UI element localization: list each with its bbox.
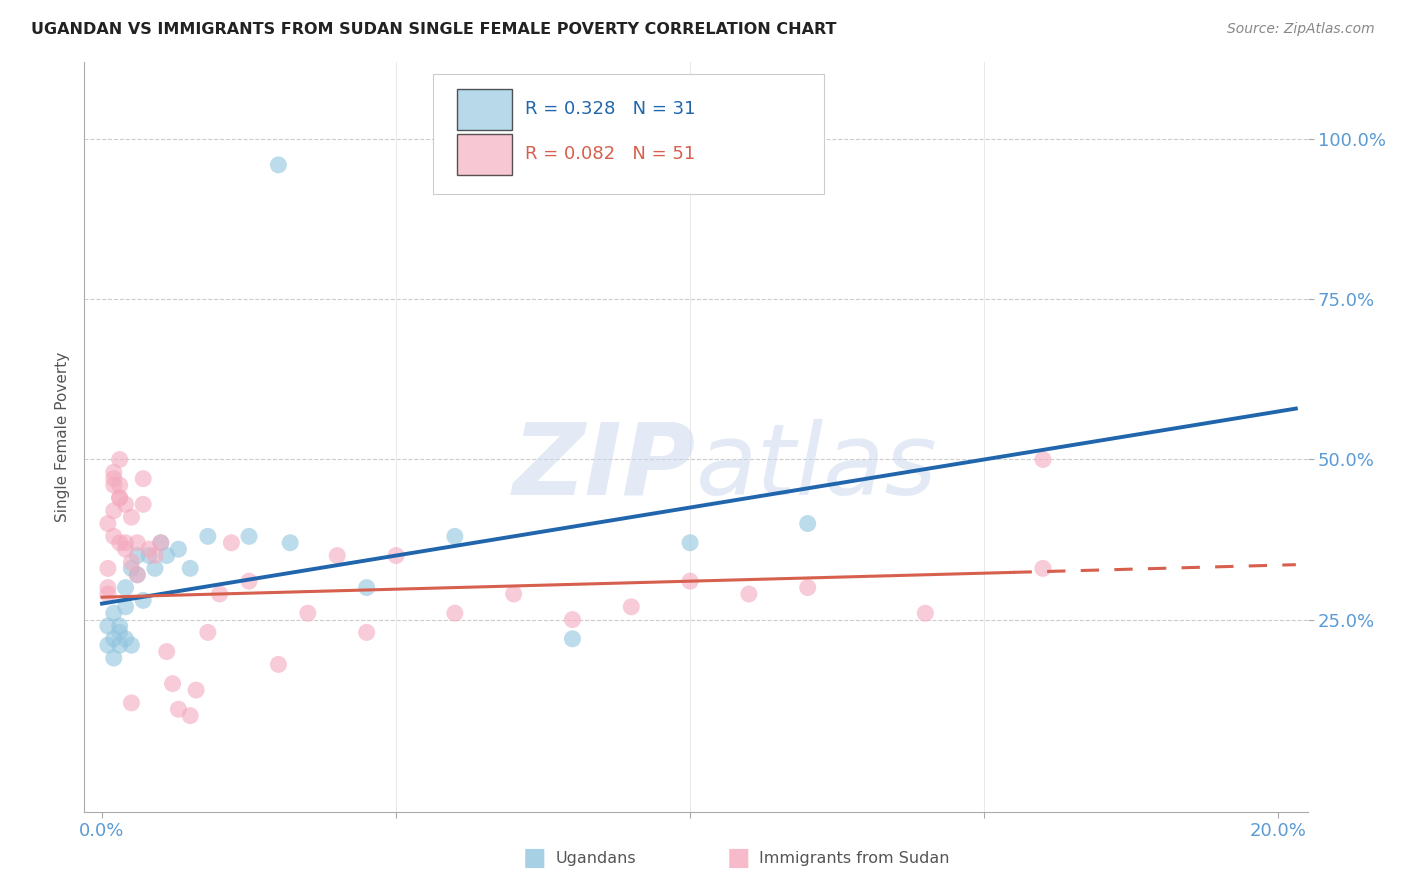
Point — [184, 683, 207, 698]
Point — [138, 542, 160, 557]
Point — [103, 651, 125, 665]
Point — [356, 625, 378, 640]
Point — [197, 529, 219, 543]
Point — [127, 535, 149, 549]
Text: Source: ZipAtlas.com: Source: ZipAtlas.com — [1227, 22, 1375, 37]
Point — [561, 613, 583, 627]
Point — [278, 535, 301, 549]
Point — [267, 158, 290, 172]
Point — [1032, 561, 1054, 575]
Text: atlas: atlas — [696, 418, 938, 516]
Point — [143, 561, 166, 575]
Point — [97, 587, 120, 601]
Point — [149, 535, 172, 549]
Point — [179, 708, 201, 723]
Point — [297, 606, 319, 620]
Point — [108, 619, 131, 633]
Point — [444, 529, 467, 543]
Point — [108, 491, 131, 505]
Point — [620, 599, 643, 614]
Text: ZIP: ZIP — [513, 418, 696, 516]
Text: R = 0.328   N = 31: R = 0.328 N = 31 — [524, 100, 695, 118]
Text: ■: ■ — [727, 847, 749, 870]
Point — [149, 535, 172, 549]
Point — [127, 567, 149, 582]
Point — [114, 581, 136, 595]
Point — [796, 516, 818, 531]
Point — [103, 504, 125, 518]
Text: Ugandans: Ugandans — [555, 851, 636, 865]
Point — [167, 702, 190, 716]
Point — [208, 587, 231, 601]
FancyBboxPatch shape — [433, 74, 824, 194]
Point — [238, 574, 260, 589]
Point — [179, 561, 201, 575]
Text: ■: ■ — [523, 847, 546, 870]
Point — [132, 472, 155, 486]
Point — [108, 638, 131, 652]
Point — [108, 535, 131, 549]
Point — [103, 465, 125, 479]
Point — [97, 619, 120, 633]
Point — [197, 625, 219, 640]
Point — [108, 491, 131, 505]
Point — [326, 549, 349, 563]
Point — [267, 657, 290, 672]
Point — [120, 555, 142, 569]
Point — [679, 574, 702, 589]
Point — [120, 696, 142, 710]
Point — [108, 452, 131, 467]
Point — [97, 561, 120, 575]
Point — [127, 549, 149, 563]
Point — [561, 632, 583, 646]
Point — [167, 542, 190, 557]
Point — [238, 529, 260, 543]
Point — [97, 581, 120, 595]
Point — [385, 549, 408, 563]
Point — [138, 549, 160, 563]
Point — [502, 587, 524, 601]
Text: UGANDAN VS IMMIGRANTS FROM SUDAN SINGLE FEMALE POVERTY CORRELATION CHART: UGANDAN VS IMMIGRANTS FROM SUDAN SINGLE … — [31, 22, 837, 37]
Point — [103, 632, 125, 646]
Point — [127, 567, 149, 582]
Point — [103, 529, 125, 543]
Point — [120, 510, 142, 524]
Point — [738, 587, 761, 601]
Point — [103, 478, 125, 492]
Point — [114, 542, 136, 557]
Text: R = 0.082   N = 51: R = 0.082 N = 51 — [524, 145, 695, 163]
Point — [444, 606, 467, 620]
Point — [221, 535, 243, 549]
Point — [156, 549, 179, 563]
Point — [114, 632, 136, 646]
Point — [108, 625, 131, 640]
Point — [97, 638, 120, 652]
Point — [132, 593, 155, 607]
Point — [103, 606, 125, 620]
Point — [114, 599, 136, 614]
Point — [162, 676, 184, 690]
Point — [156, 645, 179, 659]
Point — [132, 497, 155, 511]
Point — [114, 497, 136, 511]
Point — [679, 535, 702, 549]
Point — [97, 516, 120, 531]
Point — [120, 561, 142, 575]
Point — [114, 535, 136, 549]
Point — [120, 638, 142, 652]
Point — [914, 606, 936, 620]
FancyBboxPatch shape — [457, 88, 513, 130]
Y-axis label: Single Female Poverty: Single Female Poverty — [55, 352, 70, 522]
Point — [103, 472, 125, 486]
Point — [143, 549, 166, 563]
Text: Immigrants from Sudan: Immigrants from Sudan — [759, 851, 949, 865]
Point — [796, 581, 818, 595]
Point — [356, 581, 378, 595]
FancyBboxPatch shape — [457, 134, 513, 175]
Point — [1032, 452, 1054, 467]
Point — [108, 478, 131, 492]
